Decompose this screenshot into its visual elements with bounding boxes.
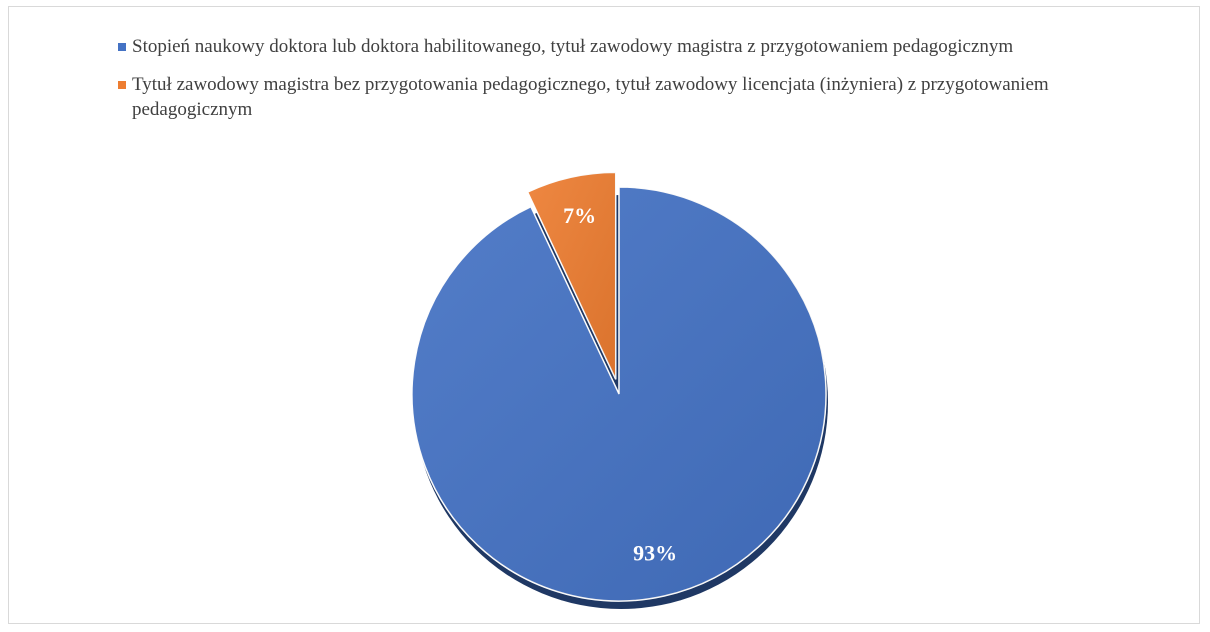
- slice-shade: [412, 187, 826, 602]
- slice-shade: [527, 172, 616, 380]
- legend-swatch: [118, 81, 126, 89]
- legend: Stopień naukowy doktora lub doktora habi…: [116, 34, 1096, 135]
- legend-label: Stopień naukowy doktora lub doktora habi…: [132, 36, 1014, 57]
- slice-label: 7%: [563, 203, 596, 228]
- slice-label: 93%: [633, 541, 677, 566]
- chart-frame: [8, 6, 1200, 624]
- legend-item: Stopień naukowy doktora lub doktora habi…: [116, 34, 1096, 59]
- legend-swatch: [118, 43, 126, 51]
- legend-item: Tytuł zawodowy magistra bez przygotowani…: [116, 72, 1096, 122]
- legend-label: Tytuł zawodowy magistra bez przygotowani…: [132, 74, 1049, 120]
